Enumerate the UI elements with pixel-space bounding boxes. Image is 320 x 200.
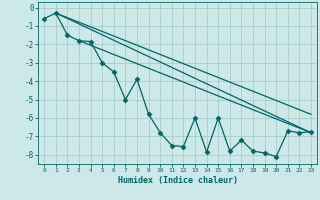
X-axis label: Humidex (Indice chaleur): Humidex (Indice chaleur) <box>118 176 238 185</box>
